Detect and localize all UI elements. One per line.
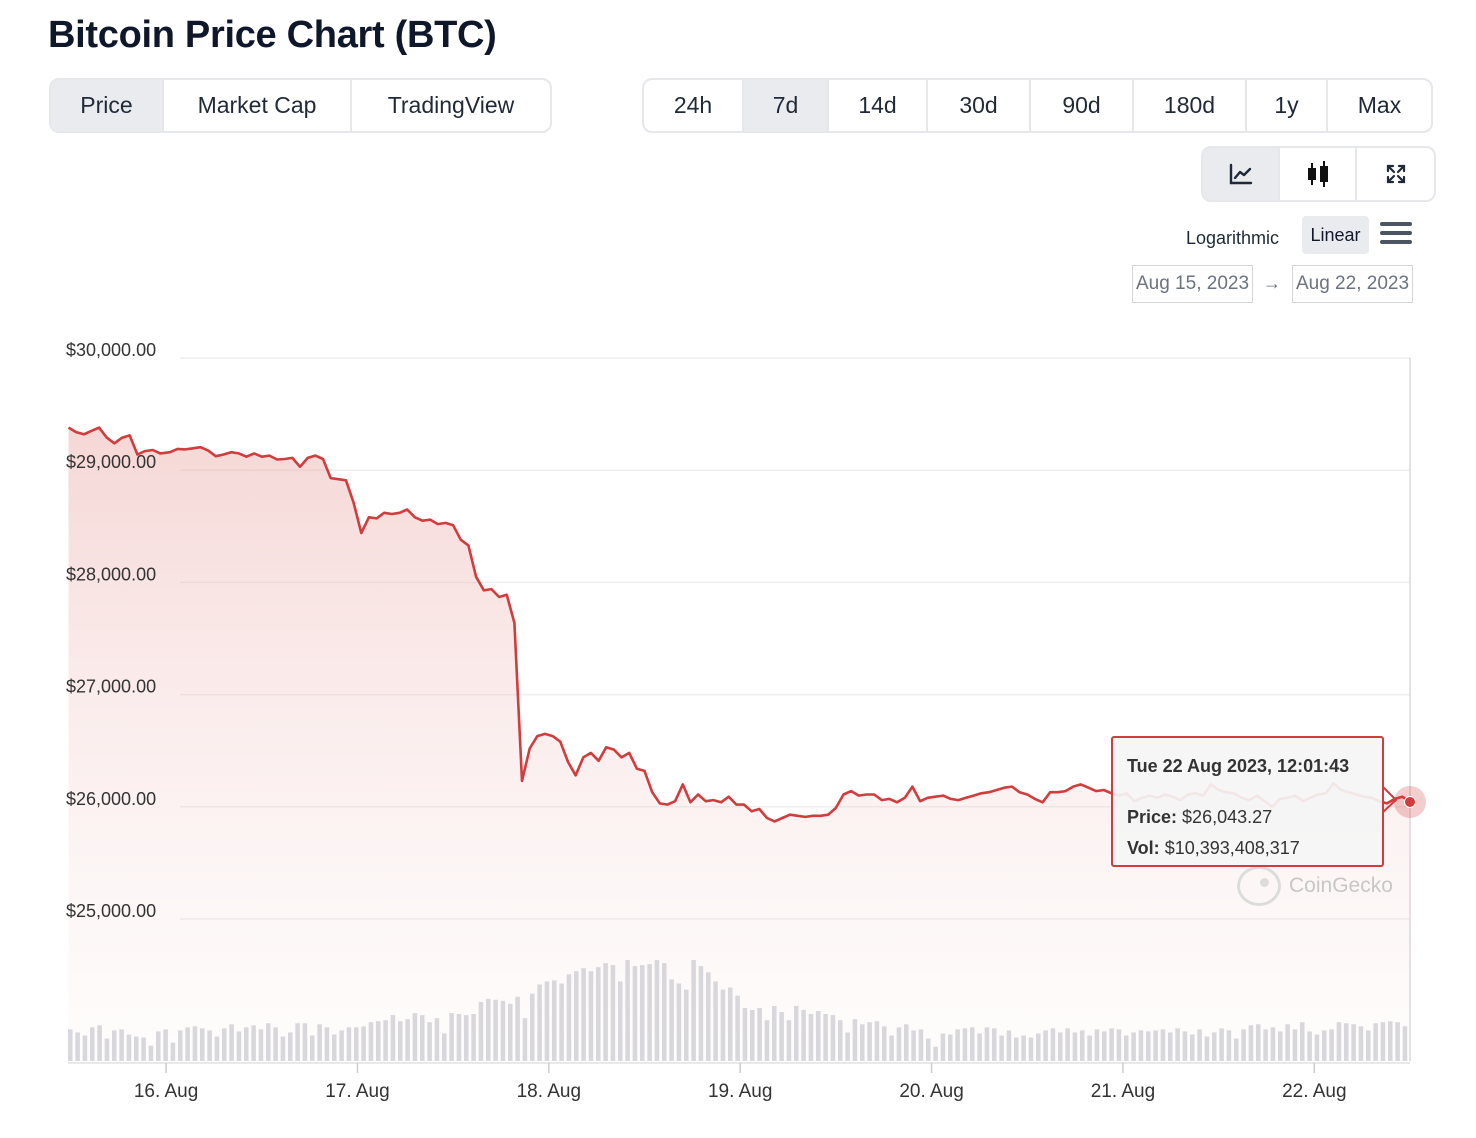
range-24h-button[interactable]: 24h [644,80,744,131]
range-180d-button[interactable]: 180d [1134,80,1247,131]
range-7d-button[interactable]: 7d [744,80,829,131]
tab-tradingview[interactable]: TradingView [387,92,515,118]
tooltip-price-row: Price: $26,043.27 [1127,807,1368,828]
y-tick-label: $30,000.00 [66,340,156,360]
y-tick-label: $29,000.00 [66,452,156,472]
hover-marker [1404,795,1416,808]
x-tick-label: 20. Aug [899,1081,963,1102]
arrow-right-icon: → [1263,273,1281,293]
tooltip-date: Tue 22 Aug 2023, 12:01:43 [1127,756,1350,776]
x-tick-label: 19. Aug [708,1081,772,1102]
chart-type-switcher [1201,146,1436,202]
x-tick-label: 18. Aug [517,1081,581,1102]
x-tick-label: 17. Aug [325,1081,389,1102]
x-tick-label: 16. Aug [134,1081,198,1102]
line-chart-button[interactable] [1203,148,1280,200]
coingecko-logo-icon [1237,866,1281,906]
date-end-input[interactable]: Aug 22, 2023 [1292,265,1413,303]
tab-price[interactable]: Price [51,80,164,131]
range-1y-button[interactable]: 1y [1247,80,1328,131]
y-tick-label: $25,000.00 [66,901,156,921]
hamburger-menu-icon[interactable] [1380,222,1412,246]
fullscreen-button[interactable] [1357,148,1434,200]
price-tooltip: Tue 22 Aug 2023, 12:01:43 Price: $26,043… [1111,736,1384,867]
range-max-button[interactable]: Max [1357,92,1402,118]
scale-logarithmic-option[interactable]: Logarithmic [1186,228,1280,248]
tooltip-pointer [1382,786,1398,813]
scale-linear-option[interactable]: Linear [1302,216,1369,254]
tooltip-vol-label: Vol: [1127,838,1160,858]
tooltip-vol-value: $10,393,408,317 [1164,838,1300,858]
fullscreen-icon [1386,164,1405,184]
price-area [68,427,1410,1062]
range-90d-button[interactable]: 90d [1031,80,1134,131]
x-tick-label: 21. Aug [1091,1081,1155,1102]
tooltip-vol-row: Vol: $10,393,408,317 [1127,838,1368,859]
date-start-input[interactable]: Aug 15, 2023 [1132,265,1253,303]
range-14d-button[interactable]: 14d [829,80,928,131]
tooltip-price-value: $26,043.27 [1182,807,1273,827]
candlestick-icon [1307,161,1328,187]
line-chart-icon [1229,163,1252,185]
y-tick-label: $27,000.00 [66,677,156,697]
watermark-text: CoinGecko [1289,874,1393,897]
y-tick-label: $26,000.00 [66,789,156,809]
tooltip-price-label: Price: [1127,807,1178,827]
tab-market-cap[interactable]: Market Cap [164,80,352,131]
candlestick-button[interactable] [1280,148,1357,200]
x-tick-label: 22. Aug [1282,1081,1346,1102]
view-tabs: Price Market Cap TradingView [49,78,552,133]
y-tick-label: $28,000.00 [66,564,156,584]
coingecko-watermark: CoinGecko [1237,866,1393,906]
page-title: Bitcoin Price Chart (BTC) [48,14,497,56]
range-tabs: 24h 7d 14d 30d 90d 180d 1y Max [642,78,1433,133]
range-30d-button[interactable]: 30d [928,80,1031,131]
